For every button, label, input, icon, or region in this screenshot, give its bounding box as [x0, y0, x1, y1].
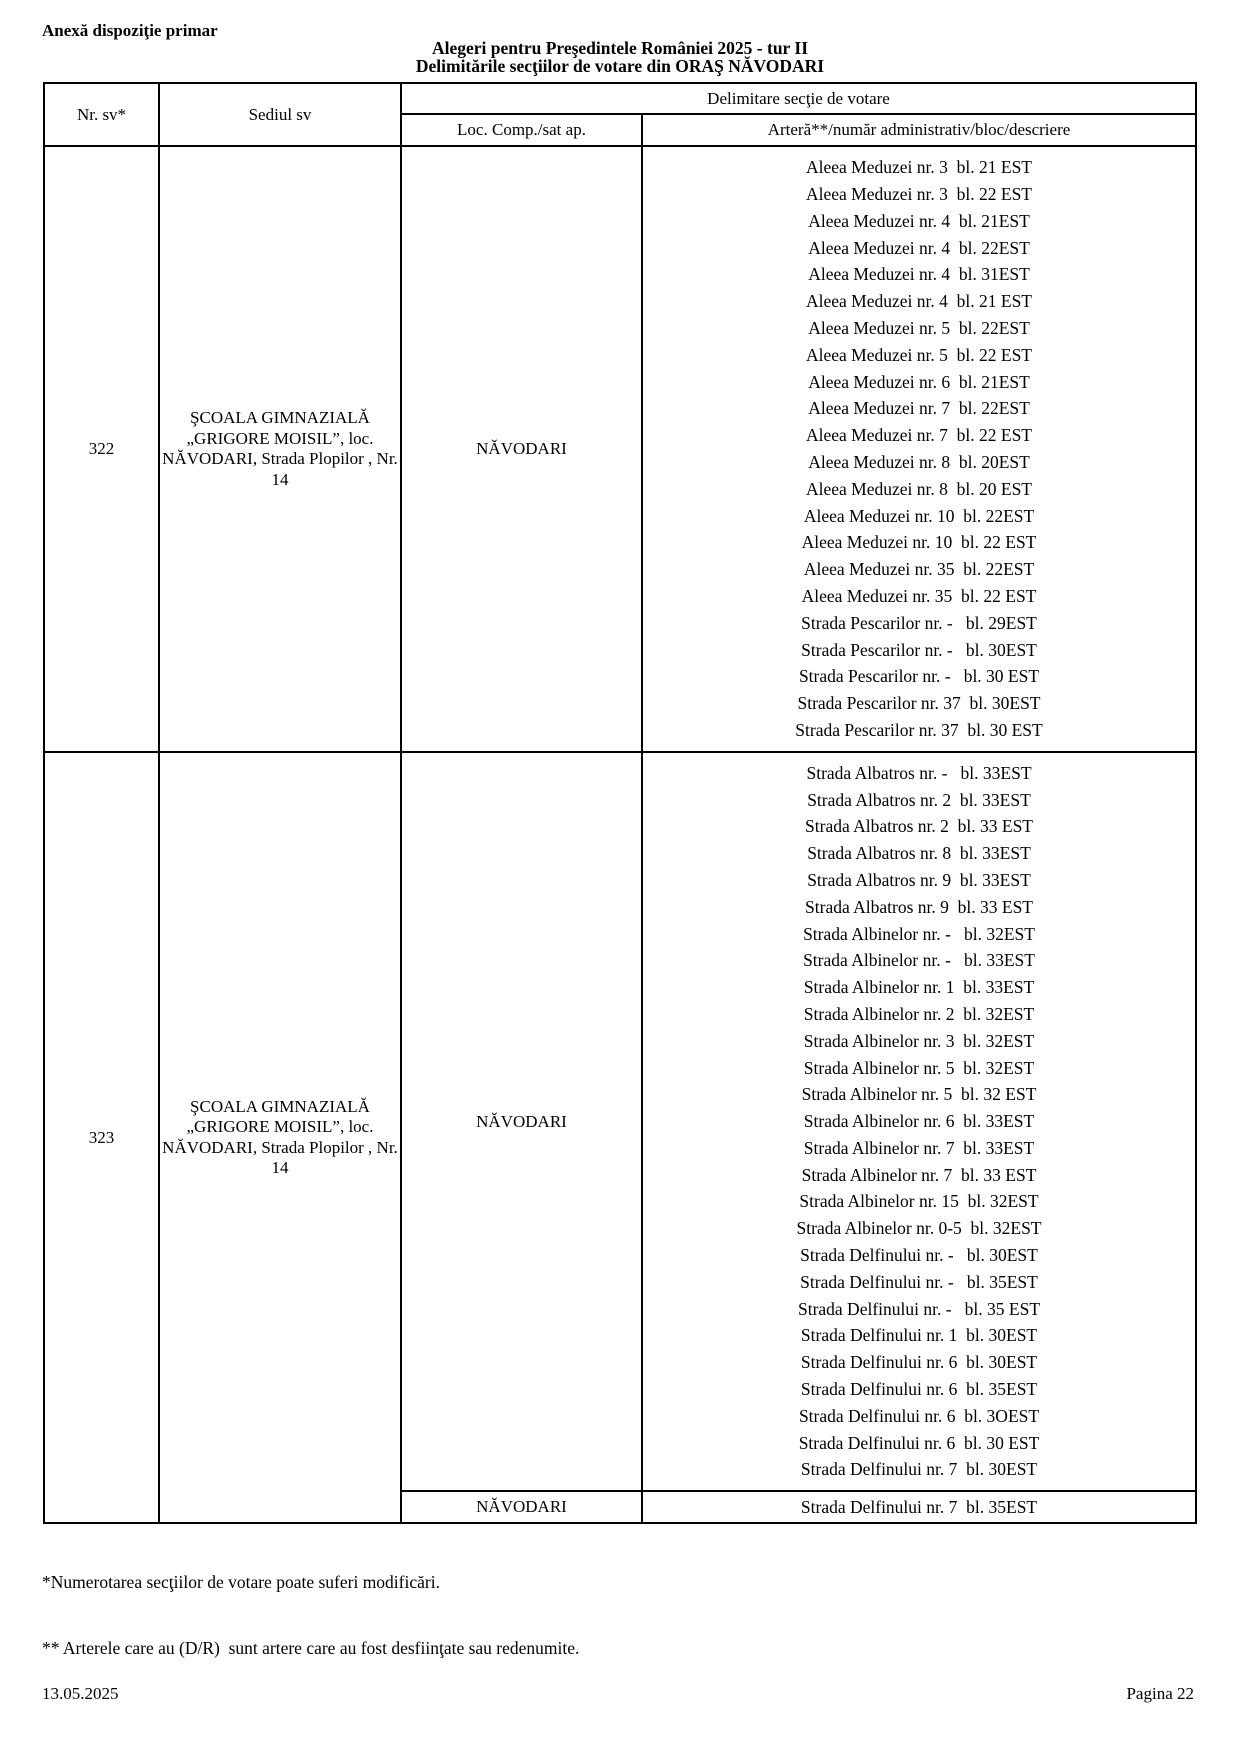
street-line: Strada Delfinului nr. - bl. 35EST — [800, 1271, 1038, 1292]
street-line: Aleea Meduzei nr. 10 bl. 22 EST — [801, 532, 1037, 553]
street-line: Aleea Meduzei nr. 5 bl. 22 EST — [806, 344, 1032, 365]
streets-cell: Strada Delfinului nr. 7 bl. 35EST — [640, 1490, 1198, 1524]
table-header-row-1: Nr. sv* Sediul sv Delimitare secţie de v… — [43, 82, 1198, 147]
street-line: Strada Albinelor nr. 5 bl. 32 EST — [801, 1084, 1037, 1105]
table-header-row-2: Loc. Comp./sat ap. Arteră**/număr admini… — [44, 113, 1198, 147]
street-line: Strada Pescarilor nr. - bl. 30 EST — [798, 666, 1040, 687]
street-line: Strada Delfinului nr. 6 bl. 30 EST — [798, 1432, 1040, 1453]
loc-cell: NĂVODARI — [400, 751, 643, 1492]
street-line: Aleea Meduzei nr. 7 bl. 22 EST — [806, 425, 1032, 446]
street-line: Aleea Meduzei nr. 4 bl. 31EST — [808, 264, 1030, 285]
loc-cell: NĂVODARI — [400, 1490, 643, 1524]
sediu-cell: ŞCOALA GIMNAZIALĂ „GRIGORE MOISIL”, loc.… — [158, 145, 402, 753]
header-sediul-sv: Sediul sv — [158, 82, 402, 147]
street-line: Strada Albatros nr. - bl. 33EST — [806, 762, 1032, 783]
street-line: Strada Albinelor nr. 0-5 bl. 32EST — [796, 1218, 1042, 1239]
street-line: Strada Delfinului nr. 6 bl. 3OEST — [798, 1405, 1040, 1426]
table-row-323: 323 ŞCOALA GIMNAZIALĂ „GRIGORE MOISIL”, … — [43, 751, 1198, 1524]
street-line: Aleea Meduzei nr. 8 bl. 20 EST — [806, 478, 1032, 499]
street-line: Strada Delfinului nr. 1 bl. 30EST — [800, 1325, 1038, 1346]
street-line: Strada Albatros nr. 9 bl. 33 EST — [805, 896, 1033, 917]
document-title-line2: Delimitările secţiilor de votare din ORA… — [415, 55, 825, 76]
street-line: Strada Albinelor nr. 7 bl. 33EST — [803, 1137, 1035, 1158]
loc-cell: NĂVODARI — [400, 145, 643, 753]
streets-cell: Strada Albatros nr. - bl. 33EST Strada Al… — [640, 751, 1198, 1492]
street-line: Aleea Meduzei nr. 8 bl. 20EST — [808, 452, 1030, 472]
street-line: Aleea Meduzei nr. 5 bl. 22EST — [808, 318, 1030, 339]
street-line: Strada Albatros nr. 8 bl. 33EST — [807, 843, 1031, 864]
street-line: Strada Albinelor nr. 5 bl. 32EST — [803, 1057, 1035, 1078]
street-line: Strada Albinelor nr. 6 bl. 33EST — [803, 1111, 1035, 1132]
sediu-cell: ŞCOALA GIMNAZIALĂ „GRIGORE MOISIL”, loc.… — [158, 751, 402, 1524]
street-line: Strada Albinelor nr. - bl. 32EST — [803, 923, 1035, 944]
street-line: Strada Delfinului nr. - bl. 30EST — [800, 1245, 1038, 1266]
footnote-1: *Numerotarea secţiilor de votare poate s… — [42, 1572, 440, 1592]
street-line: Strada Albinelor nr. 7 bl. 33 EST — [801, 1164, 1037, 1185]
footer-page-number: Pagina 22 — [1126, 1684, 1194, 1703]
header-artera: Arteră**/număr administrativ/bloc/descri… — [640, 113, 1198, 147]
nr-sv-cell: 323 — [43, 751, 160, 1524]
annex-label: Anexă dispoziţie primar — [42, 21, 218, 40]
street-line: Strada Albinelor nr. 15 bl. 32EST — [799, 1191, 1039, 1212]
street-line: Aleea Meduzei nr. 4 bl. 21EST — [808, 210, 1030, 231]
street-line: Strada Pescarilor nr. - bl. 29EST — [801, 612, 1037, 633]
street-line: Strada Delfinului nr. 7 bl. 35EST — [800, 1496, 1038, 1517]
street-line: Strada Pescarilor nr. 37 bl. 30 EST — [795, 719, 1043, 740]
voting-sections-table: Nr. sv* Sediul sv Delimitare secţie de v… — [43, 82, 1198, 1524]
street-line: Strada Albinelor nr. 3 bl. 32EST — [803, 1030, 1035, 1051]
street-line: Strada Albinelor nr. - bl. 33EST — [803, 950, 1035, 971]
footnotes: *Numerotarea secţiilor de votare poate s… — [42, 1527, 579, 1681]
document-title-line1: Alegeri pentru Preşedintele României 202… — [431, 38, 809, 58]
street-line: Aleea Meduzei nr. 4 bl. 21 EST — [806, 291, 1032, 312]
footnote-2: ** Arterele care au (D/R) sunt artere ca… — [42, 1638, 580, 1658]
street-line: Strada Albatros nr. 2 bl. 33 EST — [805, 816, 1033, 837]
header-nr-sv: Nr. sv* — [43, 82, 160, 147]
street-line: Aleea Meduzei nr. 35 bl. 22 EST — [801, 585, 1037, 606]
street-line: Strada Albatros nr. 2 bl. 33EST — [807, 789, 1031, 810]
document-title: Alegeri pentru Preşedintele României 202… — [0, 38, 1240, 76]
street-line: Strada Pescarilor nr. 37 bl. 30EST — [797, 693, 1041, 714]
street-line: Strada Delfinului nr. 7 bl. 30EST — [800, 1459, 1038, 1480]
streets-cell: Aleea Meduzei nr. 3 bl. 21 EST Aleea Medu… — [640, 145, 1198, 753]
nr-sv-cell: 322 — [43, 145, 160, 753]
street-line: Strada Pescarilor nr. - bl. 30EST — [801, 639, 1037, 660]
street-line: Aleea Meduzei nr. 3 bl. 22 EST — [806, 184, 1032, 205]
street-line: Aleea Meduzei nr. 7 bl. 22EST — [808, 398, 1030, 419]
street-line: Aleea Meduzei nr. 4 bl. 22EST — [808, 237, 1030, 258]
table-row-322: 322 ŞCOALA GIMNAZIALĂ „GRIGORE MOISIL”, … — [43, 145, 1198, 753]
street-line: Aleea Meduzei nr. 35 bl. 22EST — [803, 559, 1035, 580]
header-delimitare-group: Delimitare secţie de votare — [399, 82, 1198, 115]
street-line: Strada Albinelor nr. 2 bl. 32EST — [803, 1003, 1035, 1024]
street-line: Strada Delfinului nr. 6 bl. 30EST — [800, 1352, 1038, 1373]
street-line: Aleea Meduzei nr. 3 bl. 21 EST — [806, 157, 1032, 178]
street-line: Aleea Meduzei nr. 10 bl. 22EST — [803, 505, 1035, 526]
street-line: Aleea Meduzei nr. 6 bl. 21EST — [808, 371, 1030, 392]
street-line: Strada Delfinului nr. 6 bl. 35EST — [800, 1379, 1038, 1400]
table-row-323-sub: NĂVODARI Strada Delfinului nr. 7 bl. 35E… — [44, 1490, 1198, 1524]
street-line: Strada Albatros nr. 9 bl. 33EST — [807, 869, 1031, 890]
header-loc-comp: Loc. Comp./sat ap. — [400, 113, 643, 147]
street-line: Strada Albinelor nr. 1 bl. 33EST — [803, 977, 1035, 998]
street-line: Strada Delfinului nr. - bl. 35 EST — [797, 1298, 1041, 1319]
footer-date: 13.05.2025 — [42, 1684, 119, 1703]
